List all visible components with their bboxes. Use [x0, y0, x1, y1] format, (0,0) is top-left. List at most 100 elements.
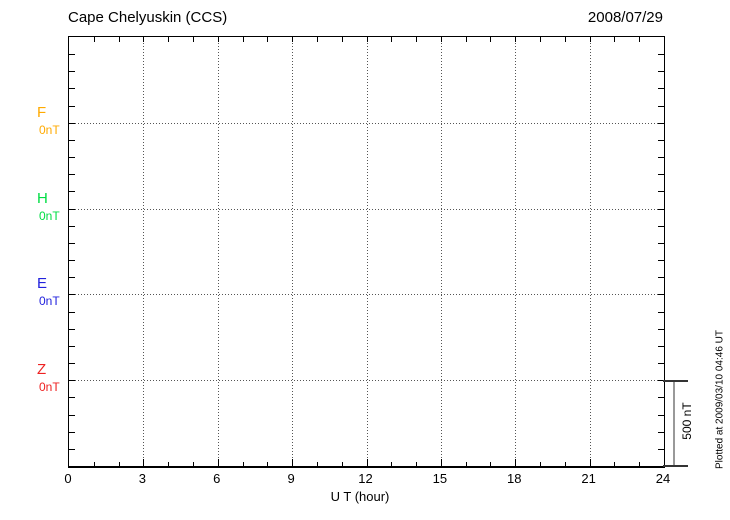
bottom-tick-hour-14 — [416, 462, 418, 466]
left-tick-1 — [69, 54, 75, 55]
bottom-tick-hour-18 — [515, 459, 517, 466]
plotted-at-note: Plotted at 2009/03/10 04:46 UT — [714, 330, 726, 469]
left-tick-9 — [69, 191, 75, 192]
bottom-tick-hour-9 — [292, 459, 294, 466]
top-tick-hour-3 — [143, 37, 145, 42]
top-tick-hour-16 — [465, 37, 467, 42]
right-tick-1 — [658, 54, 664, 55]
component-label-E: E — [37, 275, 48, 292]
right-tick-19 — [658, 363, 664, 364]
scale-bar — [673, 381, 675, 465]
bottom-tick-hour-6 — [217, 459, 219, 466]
left-tick-11 — [69, 226, 75, 227]
left-tick-4 — [69, 106, 75, 107]
left-tick-21 — [69, 397, 75, 398]
gridline-vertical-hour-12 — [366, 37, 368, 466]
bottom-tick-hour-11 — [341, 462, 343, 466]
bottom-tick-hour-23 — [639, 462, 641, 466]
left-tick-17 — [69, 329, 75, 330]
left-tick-5 — [69, 123, 75, 124]
right-tick-21 — [658, 397, 664, 398]
x-tick-label-9: 9 — [287, 471, 295, 486]
scale-bar-top-cap — [663, 380, 688, 382]
right-tick-12 — [658, 243, 664, 244]
top-tick-hour-11 — [341, 37, 343, 42]
right-tick-17 — [658, 329, 664, 330]
right-tick-9 — [658, 191, 664, 192]
bottom-tick-hour-22 — [614, 462, 616, 466]
x-tick-label-12: 12 — [358, 471, 373, 486]
top-tick-hour-21 — [589, 37, 591, 42]
bottom-tick-hour-5 — [192, 462, 194, 466]
top-tick-hour-15 — [440, 37, 442, 42]
top-tick-hour-12 — [366, 37, 368, 42]
left-tick-22 — [69, 415, 75, 416]
gridline-vertical-hour-3 — [143, 37, 145, 466]
left-tick-10 — [69, 209, 75, 210]
top-tick-hour-6 — [217, 37, 219, 42]
x-tick-label-15: 15 — [432, 471, 448, 486]
top-tick-hour-8 — [267, 37, 269, 42]
bottom-tick-hour-20 — [564, 462, 566, 466]
right-tick-2 — [658, 71, 664, 72]
left-tick-2 — [69, 71, 75, 72]
component-baseline-value-H: 0nT — [39, 209, 60, 223]
x-tick-label-0: 0 — [64, 471, 72, 486]
gridline-baseline-E — [69, 294, 664, 295]
bottom-tick-hour-10 — [316, 462, 318, 466]
right-tick-18 — [658, 346, 664, 347]
right-tick-24 — [658, 449, 664, 450]
scale-bar-label: 500 nT — [680, 402, 694, 440]
gridline-vertical-hour-21 — [589, 37, 591, 466]
top-tick-hour-23 — [639, 37, 641, 42]
left-tick-12 — [69, 243, 75, 244]
bottom-tick-hour-17 — [490, 462, 492, 466]
right-tick-5 — [658, 123, 664, 124]
bottom-tick-hour-16 — [465, 462, 467, 466]
top-tick-hour-14 — [416, 37, 418, 42]
top-tick-hour-4 — [168, 37, 170, 42]
component-baseline-value-E: 0nT — [39, 294, 60, 308]
right-tick-16 — [658, 312, 664, 313]
right-tick-20 — [658, 380, 664, 381]
right-tick-15 — [658, 294, 664, 295]
top-tick-hour-20 — [564, 37, 566, 42]
top-tick-hour-2 — [118, 37, 120, 42]
top-tick-hour-10 — [316, 37, 318, 42]
bottom-tick-hour-19 — [540, 462, 542, 466]
station-title: Cape Chelyuskin (CCS) — [68, 9, 228, 26]
top-tick-hour-13 — [391, 37, 393, 42]
right-tick-8 — [658, 174, 664, 175]
scale-bar-bottom-cap — [663, 465, 688, 467]
top-tick-hour-22 — [614, 37, 616, 42]
right-tick-6 — [658, 140, 664, 141]
top-tick-hour-9 — [292, 37, 294, 42]
left-tick-15 — [69, 294, 75, 295]
x-tick-label-24: 24 — [655, 471, 671, 486]
left-tick-7 — [69, 157, 75, 158]
top-tick-hour-7 — [242, 37, 244, 42]
x-tick-label-3: 3 — [138, 471, 146, 486]
gridline-baseline-Z — [69, 380, 664, 381]
left-tick-19 — [69, 363, 75, 364]
gridline-baseline-H — [69, 209, 664, 210]
top-tick-hour-1 — [93, 37, 95, 42]
bottom-tick-hour-4 — [168, 462, 170, 466]
right-tick-4 — [658, 106, 664, 107]
top-tick-hour-19 — [540, 37, 542, 42]
x-tick-label-6: 6 — [213, 471, 221, 486]
gridline-vertical-hour-6 — [217, 37, 219, 466]
left-tick-8 — [69, 174, 75, 175]
right-tick-11 — [658, 226, 664, 227]
component-label-H: H — [37, 190, 48, 207]
right-tick-13 — [658, 260, 664, 261]
top-tick-hour-5 — [192, 37, 194, 42]
bottom-tick-hour-13 — [391, 462, 393, 466]
left-tick-13 — [69, 260, 75, 261]
x-tick-label-18: 18 — [507, 471, 522, 486]
bottom-tick-hour-3 — [143, 459, 145, 466]
left-tick-3 — [69, 88, 75, 89]
plot-date: 2008/07/29 — [587, 9, 663, 26]
top-tick-hour-17 — [490, 37, 492, 42]
component-baseline-value-Z: 0nT — [39, 380, 60, 394]
